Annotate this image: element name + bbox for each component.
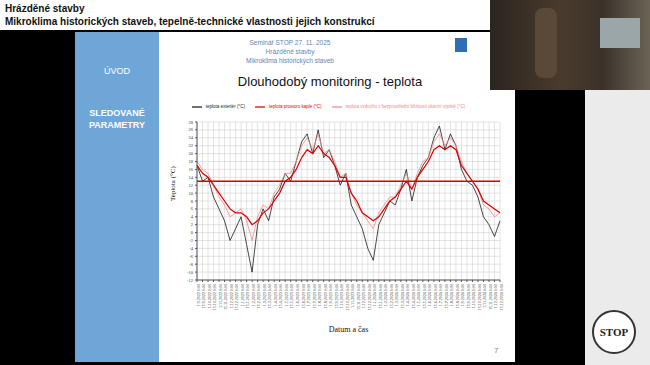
svg-text:1.10.2024 0:00: 1.10.2024 0:00 xyxy=(471,284,476,308)
svg-text:1.8.2024 0:00: 1.8.2024 0:00 xyxy=(449,284,454,306)
svg-text:14: 14 xyxy=(189,175,194,180)
svg-text:15.11.2024 0:00: 15.11.2024 0:00 xyxy=(488,284,493,310)
svg-text:15.12.2023 0:00: 15.12.2023 0:00 xyxy=(367,284,372,310)
svg-text:-12: -12 xyxy=(187,278,193,283)
svg-text:15.9.2023 0:00: 15.9.2023 0:00 xyxy=(334,284,339,308)
html-text:teplota vzduchu v bezprostředn: teplota vzduchu v bezprostřední blízkost… xyxy=(345,104,466,110)
html-text:STOP: STOP xyxy=(599,326,629,338)
svg-text:1.3.2024 0:00: 1.3.2024 0:00 xyxy=(394,284,399,306)
svg-text:15.10.2022 0:00: 15.10.2022 0:00 xyxy=(212,284,217,310)
svg-text:15.1.2023 0:00: 15.1.2023 0:00 xyxy=(245,284,250,308)
svg-text:15.3.2024 0:00: 15.3.2024 0:00 xyxy=(400,284,405,308)
html-text:Mikroklima historických staveb: Mikroklima historických staveb xyxy=(246,57,334,64)
svg-text:1.2.2023 0:00: 1.2.2023 0:00 xyxy=(251,284,256,306)
svg-text:15.12.2022 0:00: 15.12.2022 0:00 xyxy=(234,284,239,310)
html-text:Hrázděné stavby: Hrázděné stavby xyxy=(5,3,85,14)
svg-text:15.3.2023 0:00: 15.3.2023 0:00 xyxy=(267,284,272,308)
svg-text:1.12.2023 0:00: 1.12.2023 0:00 xyxy=(361,284,366,308)
svg-text:15.4.2024 0:00: 15.4.2024 0:00 xyxy=(411,284,416,308)
svg-text:1.11.2024 0:00: 1.11.2024 0:00 xyxy=(482,284,487,308)
svg-text:15.8.2024 0:00: 15.8.2024 0:00 xyxy=(455,284,460,308)
svg-text:1.4.2023 0:00: 1.4.2023 0:00 xyxy=(273,284,278,306)
svg-text:15.12.2024 0:00: 15.12.2024 0:00 xyxy=(499,284,504,310)
svg-text:1.7.2023 0:00: 1.7.2023 0:00 xyxy=(306,284,311,306)
html-text:7: 7 xyxy=(494,346,499,355)
svg-text:28: 28 xyxy=(189,120,194,125)
svg-text:1.6.2023 0:00: 1.6.2023 0:00 xyxy=(295,284,300,306)
svg-text:15.11.2023 0:00: 15.11.2023 0:00 xyxy=(356,284,361,310)
html-text:Hrázděné stavby: Hrázděné stavby xyxy=(265,48,315,55)
svg-text:Datum a čas: Datum a čas xyxy=(329,325,369,334)
svg-text:24: 24 xyxy=(189,135,194,140)
svg-text:-8: -8 xyxy=(189,262,193,267)
svg-text:Teplota (°C): Teplota (°C) xyxy=(169,166,177,201)
svg-text:0: 0 xyxy=(191,230,194,235)
svg-text:-4: -4 xyxy=(189,246,193,251)
svg-text:26: 26 xyxy=(189,127,194,132)
svg-text:1.10.2023 0:00: 1.10.2023 0:00 xyxy=(339,284,344,308)
svg-text:15.10.2023 0:00: 15.10.2023 0:00 xyxy=(345,284,350,310)
html-text:Mikroklima historických staveb: Mikroklima historických staveb, tepelně-… xyxy=(5,16,375,27)
svg-text:15.6.2023 0:00: 15.6.2023 0:00 xyxy=(301,284,306,308)
svg-text:1.2.2024 0:00: 1.2.2024 0:00 xyxy=(383,284,388,306)
svg-text:1.5.2023 0:00: 1.5.2023 0:00 xyxy=(284,284,289,306)
svg-text:12: 12 xyxy=(189,183,194,188)
svg-text:15.2.2023 0:00: 15.2.2023 0:00 xyxy=(256,284,261,308)
svg-text:1.9.2023 0:00: 1.9.2023 0:00 xyxy=(328,284,333,306)
svg-text:16: 16 xyxy=(189,167,194,172)
svg-text:15.8.2023 0:00: 15.8.2023 0:00 xyxy=(323,284,328,308)
svg-text:1.6.2024 0:00: 1.6.2024 0:00 xyxy=(427,284,432,306)
svg-text:1.8.2023 0:00: 1.8.2023 0:00 xyxy=(317,284,322,306)
svg-text:1.9.2022 0:00: 1.9.2022 0:00 xyxy=(196,284,201,306)
svg-text:22: 22 xyxy=(189,143,194,148)
svg-text:1.7.2024 0:00: 1.7.2024 0:00 xyxy=(438,284,443,306)
svg-text:-2: -2 xyxy=(189,238,193,243)
svg-text:15.1.2024 0:00: 15.1.2024 0:00 xyxy=(378,284,383,308)
svg-text:1.9.2024 0:00: 1.9.2024 0:00 xyxy=(460,284,465,306)
html-text:ÚVOD: ÚVOD xyxy=(104,66,130,76)
svg-text:6: 6 xyxy=(191,206,194,211)
svg-text:4: 4 xyxy=(191,214,194,219)
svg-text:15.7.2023 0:00: 15.7.2023 0:00 xyxy=(312,284,317,308)
svg-text:15.2.2024 0:00: 15.2.2024 0:00 xyxy=(389,284,394,308)
svg-text:1.11.2023 0:00: 1.11.2023 0:00 xyxy=(350,284,355,308)
svg-text:1.3.2023 0:00: 1.3.2023 0:00 xyxy=(262,284,267,306)
svg-text:1.1.2023 0:00: 1.1.2023 0:00 xyxy=(240,284,245,306)
svg-text:15.5.2023 0:00: 15.5.2023 0:00 xyxy=(289,284,294,308)
svg-text:15.9.2022 0:00: 15.9.2022 0:00 xyxy=(201,284,206,308)
svg-text:-10: -10 xyxy=(187,270,194,275)
svg-text:1.12.2024 0:00: 1.12.2024 0:00 xyxy=(493,284,498,308)
svg-text:1.12.2022 0:00: 1.12.2022 0:00 xyxy=(229,284,234,308)
svg-text:15.7.2024 0:00: 15.7.2024 0:00 xyxy=(444,284,449,308)
html-text:teplota exteriér (°C): teplota exteriér (°C) xyxy=(205,104,245,110)
svg-text:1.5.2024 0:00: 1.5.2024 0:00 xyxy=(416,284,421,306)
html-text:teplota prostoru kaple (°C): teplota prostoru kaple (°C) xyxy=(268,104,322,110)
svg-text:15.4.2023 0:00: 15.4.2023 0:00 xyxy=(278,284,283,308)
svg-text:15.9.2024 0:00: 15.9.2024 0:00 xyxy=(466,284,471,308)
svg-text:10: 10 xyxy=(189,191,194,196)
svg-text:1.1.2024 0:00: 1.1.2024 0:00 xyxy=(372,284,377,306)
svg-text:15.11.2022 0:00: 15.11.2022 0:00 xyxy=(223,284,228,310)
svg-text:1.11.2022 0:00: 1.11.2022 0:00 xyxy=(218,284,223,308)
svg-text:15.5.2024 0:00: 15.5.2024 0:00 xyxy=(422,284,427,308)
svg-text:-6: -6 xyxy=(189,254,193,259)
svg-text:8: 8 xyxy=(191,199,194,204)
html-text:Dlouhodobý monitoring - teplot: Dlouhodobý monitoring - teplota xyxy=(237,74,423,89)
svg-text:1.10.2022 0:00: 1.10.2022 0:00 xyxy=(207,284,212,308)
svg-text:2: 2 xyxy=(191,222,193,227)
svg-text:18: 18 xyxy=(189,159,194,164)
svg-text:1.4.2024 0:00: 1.4.2024 0:00 xyxy=(405,284,410,306)
svg-text:15.10.2024 0:00: 15.10.2024 0:00 xyxy=(477,284,482,310)
html-text:Seminář STOP 27. 11. 2025: Seminář STOP 27. 11. 2025 xyxy=(249,39,331,46)
svg-text:15.6.2024 0:00: 15.6.2024 0:00 xyxy=(433,284,438,308)
svg-text:20: 20 xyxy=(189,151,194,156)
html-text:SLEDOVANÉ PARAMETRY: SLEDOVANÉ PARAMETRY xyxy=(89,108,145,130)
